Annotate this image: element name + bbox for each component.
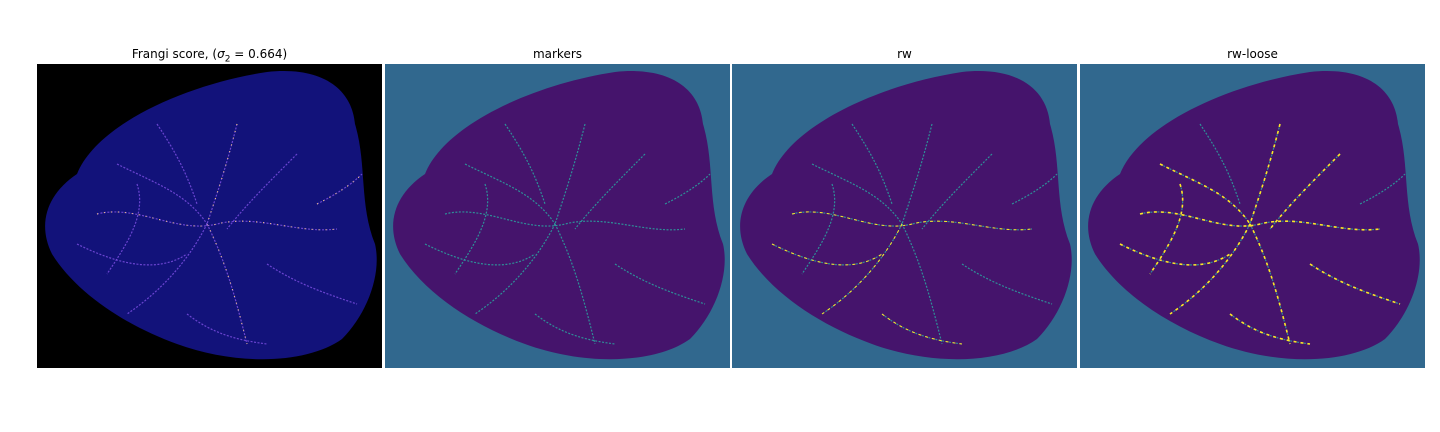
- rw-image: [732, 64, 1077, 368]
- panel-rw-loose: rw-loose: [1080, 44, 1425, 368]
- panel-title-markers: markers: [532, 47, 583, 61]
- rw-loose-image: [1080, 64, 1425, 368]
- panel-title-rw: rw: [897, 47, 912, 61]
- frangi-score-image: [37, 64, 382, 368]
- markers-image: [385, 64, 730, 368]
- panel-markers: markers: [385, 44, 730, 368]
- panel-title-frangi: Frangi score, (σ2 = 0.664): [131, 47, 288, 65]
- panel-title-rw-loose: rw-loose: [1227, 47, 1278, 61]
- panel-frangi: Frangi score, (σ2 = 0.664): [37, 44, 382, 368]
- panel-rw: rw: [732, 44, 1077, 368]
